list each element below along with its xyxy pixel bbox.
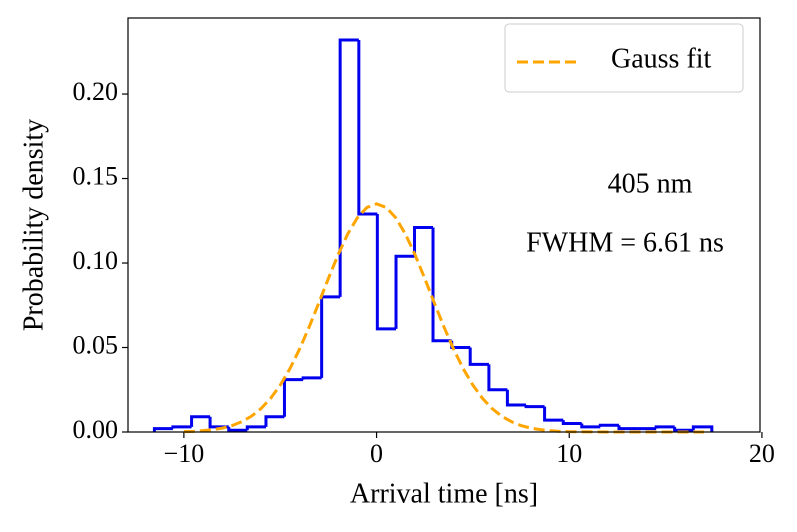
histogram-bin — [654, 425, 675, 429]
histogram-bin — [413, 226, 434, 257]
y-axis-label: Probability density — [18, 119, 49, 331]
annotation: FWHM = 6.61 ns — [526, 227, 724, 258]
histogram-bin — [227, 426, 248, 432]
histogram-bin — [208, 416, 229, 429]
x-tick-label: 10 — [556, 439, 582, 468]
histogram-bin — [487, 364, 508, 392]
histogram-bin — [580, 423, 601, 429]
histogram-bin — [320, 295, 341, 378]
y-tick-label: 0.05 — [73, 330, 119, 359]
histogram-bin — [301, 376, 322, 380]
histogram-bin — [245, 425, 266, 431]
histogram-bin — [543, 406, 564, 422]
histogram-bin — [338, 38, 359, 297]
y-tick-label: 0.15 — [73, 161, 119, 190]
histogram-bin — [561, 420, 582, 426]
histogram-bin — [468, 347, 489, 366]
histogram-bin — [152, 427, 173, 432]
x-tick-label: 0 — [370, 439, 383, 468]
histogram-bin — [190, 415, 211, 427]
x-axis-label: Arrival time [ns] — [350, 478, 538, 509]
plot-frame — [127, 17, 761, 433]
histogram-bin — [264, 415, 285, 427]
histogram-bin — [524, 404, 545, 409]
histogram-bin — [617, 425, 638, 431]
histogram-bin — [691, 425, 714, 432]
y-tick-label: 0.20 — [73, 77, 119, 106]
histogram-bin — [598, 423, 619, 427]
histogram-bin — [394, 254, 415, 329]
y-tick-label: 0.10 — [73, 246, 119, 275]
histogram-bin — [431, 227, 452, 343]
histogram-bin — [375, 214, 397, 331]
x-tick-label: −10 — [164, 439, 205, 468]
histogram-bin — [505, 389, 527, 407]
x-tick-label: 20 — [749, 439, 775, 468]
annotation: 405 nm — [608, 168, 693, 199]
legend-box — [504, 23, 744, 93]
y-tick-label: 0.00 — [73, 415, 119, 444]
histogram-bin — [673, 426, 694, 432]
histogram-bin — [171, 425, 192, 429]
legend-label: Gauss fit — [611, 43, 712, 74]
histogram-bin — [450, 340, 471, 350]
fit-line — [183, 202, 705, 434]
histogram-bin — [357, 39, 378, 216]
histogram-bin — [282, 378, 304, 417]
